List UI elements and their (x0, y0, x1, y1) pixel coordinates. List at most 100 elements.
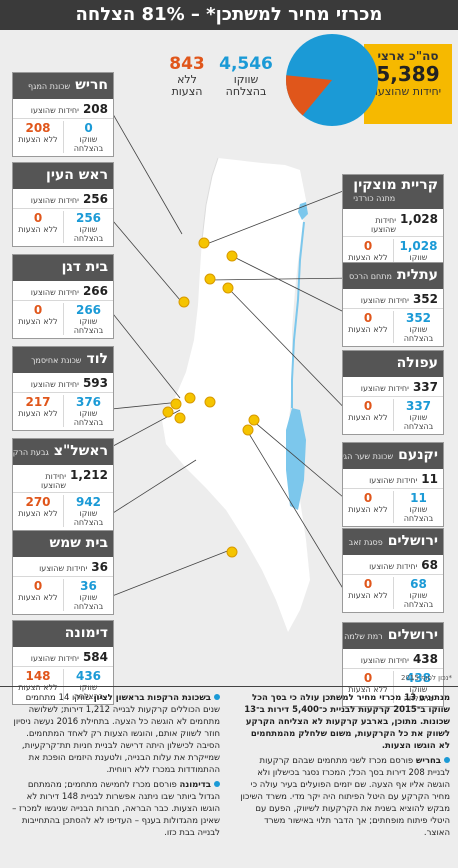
offered-value: 1,212 (70, 468, 108, 482)
lost-value: 217 (25, 395, 51, 409)
neighborhood-name: שכונת אחיסמך (31, 356, 82, 365)
won-cell: 436 שווקו בהצלחה (63, 669, 113, 701)
lost-cell: 0 ללא הצעות (13, 579, 63, 611)
won-value: 68 (410, 577, 427, 591)
left-paragraph-2-body: פורסם מכרז לחמישה מתחמים; מהמתחם הגדול ב… (12, 780, 220, 838)
city-card-header: ירושלים פסגת זאב (343, 529, 443, 555)
dot-kiryat-motzkin (198, 237, 210, 249)
won-label: שווקו בהצלחה (403, 505, 434, 523)
won-summary: 4,546 שווקו בהצלחה (216, 54, 276, 98)
city-name: עפולה (396, 355, 438, 371)
city-card-header: בית שמש (13, 531, 113, 557)
city-name: חריש (75, 77, 108, 93)
lost-label: ללא הצעות (18, 683, 58, 692)
offered-row: 266 יחידות שהוצעו (13, 281, 113, 301)
lost-label: ללא הצעות (348, 325, 388, 334)
national-pie (286, 34, 378, 126)
lost-cell: 0 ללא הצעות (13, 211, 63, 243)
city-card: בית דגן 266 יחידות שהוצעו 266 שווקו בהצלחה 0 ל… (12, 254, 114, 339)
city-card-header: חריש שכונת המגף (13, 73, 113, 99)
pie-slices (286, 34, 378, 126)
map-svg (101, 94, 357, 632)
lost-value: 270 (25, 495, 51, 509)
right-paragraph-2-lead: בחריש (415, 756, 441, 766)
national-summary: סה"כ ארצי 5,389 יחידות שהוצעו 4,546 שווק… (160, 32, 452, 128)
mediterranean-coast (201, 157, 219, 241)
offered-row: 256 יחידות שהוצעו (13, 189, 113, 209)
split-row: 68 שווקו בהצלחה 0 ללא הצעות (343, 575, 443, 612)
dot-beit-shemesh (204, 396, 216, 408)
offered-row: 1,028 יחידות שהוצעו (343, 209, 443, 237)
won-value: 36 (80, 579, 97, 593)
won-label: שווקו בהצלחה (73, 225, 104, 243)
dot-atlit (204, 273, 216, 285)
city-name: ירושלים (387, 533, 438, 549)
won-label: שווקו בהצלחה (73, 509, 104, 527)
offered-label: יחידות שהוצעו (41, 472, 67, 490)
split-row: 352 שווקו בהצלחה 0 ללא הצעות (343, 309, 443, 346)
dot-lod (170, 398, 182, 410)
pie-slice-lost (286, 75, 332, 116)
offered-row: 1,212 יחידות שהוצעו (13, 465, 113, 493)
city-name: לוד (86, 351, 108, 367)
offered-value: 593 (82, 376, 108, 390)
lost-label: ללא הצעות (18, 409, 58, 418)
dot-dimona (226, 546, 238, 558)
won-cell: 256 שווקו בהצלחה (63, 211, 113, 243)
split-row: 438 שווקו בהצלחה 0 ללא הצעות (343, 669, 443, 706)
offered-label: יחידות שהוצעו (39, 564, 88, 573)
city-card: לוד שכונת אחיסמך 593 יחידות שהוצעו 376 שווקו … (12, 346, 114, 431)
left-paragraph-1-body: שווקו 14 מתחמים שנים הכוללים קרקעות לבני… (13, 693, 220, 775)
won-cell: 0 שווקו בהצלחה (63, 121, 113, 153)
lost-value: 0 (33, 579, 43, 593)
israel-map-land (162, 158, 310, 632)
offered-label: יחידות שהוצעו (30, 106, 79, 115)
city-card: ירושלים רמת שלמה 438 יחידות שהוצעו 438 שווקו … (342, 622, 444, 707)
offered-label: יחידות שהוצעו (360, 296, 409, 305)
offered-label: יחידות שהוצעו (369, 562, 418, 571)
city-name: יקנעם (398, 447, 438, 463)
right-paragraph-2: בחריש פורסם מכרז לשני מתחמים שבהם קרקעות… (238, 755, 450, 839)
offered-row: 438 יחידות שהוצעו (343, 649, 443, 669)
dot-rishon (174, 412, 186, 424)
city-name: דימונה (64, 625, 108, 641)
neighborhood-name: מתחם הרכס (349, 272, 392, 281)
offered-label: יחידות שהוצעו (371, 216, 397, 234)
right-paragraph-1: מנתונים 13 מכרזי מחיר למשתכן עולה כי בסך… (244, 693, 450, 751)
left-paragraph-2: בדימונה פורסם מכרז לחמישה מתחמים; מהמתחם… (8, 779, 220, 839)
sea-of-galilee (298, 202, 308, 220)
lost-value: 0 (33, 211, 43, 225)
jordan-river (291, 221, 305, 408)
dot-jerusalem-pisgat-zeev (248, 414, 260, 426)
split-row: 337 שווקו בהצלחה 0 ללא הצעות (343, 397, 443, 434)
won-value: 1,028 (399, 239, 438, 253)
lost-label: ללא הצעות (18, 593, 58, 602)
won-label: שווקו בהצלחה (73, 409, 104, 427)
neighborhood-name: רמת שלמה (344, 632, 383, 641)
lost-value: 843 (169, 54, 205, 74)
lost-label: ללא הצעות (18, 509, 58, 518)
lost-cell: 0 ללא הצעות (13, 303, 63, 335)
won-label: שווקו בהצלחה (73, 317, 104, 335)
city-name: ראשל"צ (53, 443, 108, 459)
offered-value: 438 (412, 652, 438, 666)
total-units-label: יחידות שהוצעו (374, 85, 442, 98)
offered-row: 11 יחידות שהוצעו (343, 469, 443, 489)
dot-beit-dagan (162, 406, 174, 418)
text-column-left: בשכונת הרקפות בראשון לציון שווקו 14 מתחמ… (8, 692, 220, 842)
neighborhood-name: מתנה כורדני (353, 194, 396, 203)
won-value: 352 (405, 311, 432, 325)
neighborhood-name: פסגת זאב (348, 538, 383, 547)
offered-value: 266 (82, 284, 108, 298)
won-label: שווקו בהצלחה (73, 683, 104, 701)
city-card-header: קריית מוצקין מתנה כורדני (343, 175, 443, 209)
lost-value: 0 (363, 577, 373, 591)
city-card: בית שמש 36 יחידות שהוצעו 36 שווקו בהצלחה 0 ללא… (12, 530, 114, 615)
map-area: סה"כ ארצי 5,389 יחידות שהוצעו 4,546 שווק… (0, 30, 458, 707)
won-value: 0 (84, 121, 93, 135)
lost-value: 148 (25, 669, 51, 683)
split-row: 376 שווקו בהצלחה 217 ללא הצעות (13, 393, 113, 430)
won-label: שווקו בהצלחה (403, 591, 434, 609)
split-row: 11 שווקו בהצלחה 0 ללא הצעות (343, 489, 443, 526)
